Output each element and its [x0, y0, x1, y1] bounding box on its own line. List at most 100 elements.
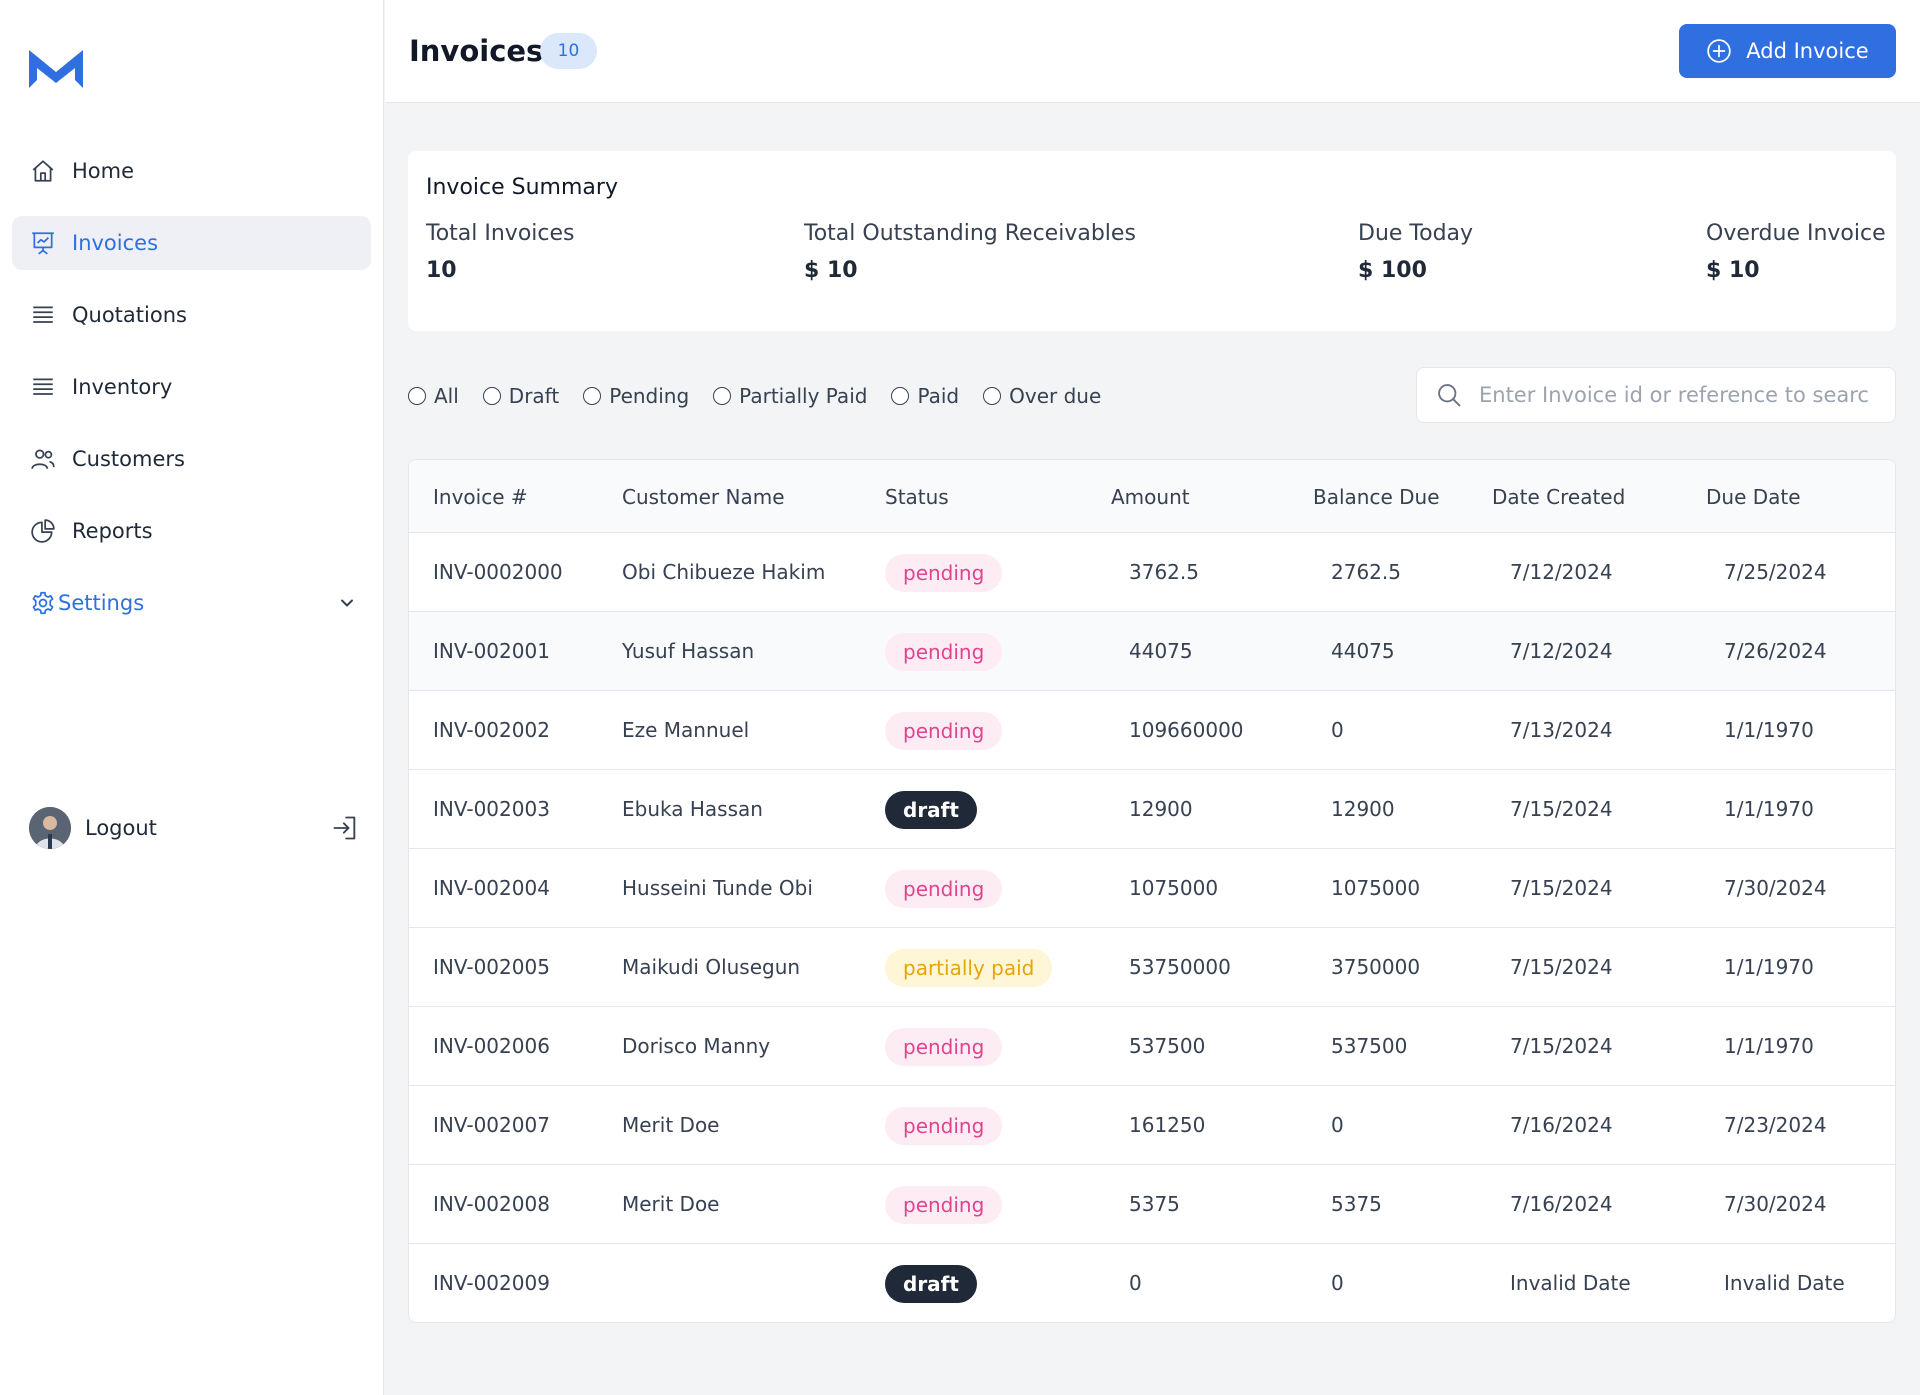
status-badge: draft [885, 791, 977, 829]
pie-chart-icon [30, 518, 56, 544]
cell-due-date: 7/25/2024 [1724, 560, 1827, 584]
sidebar-item-customers[interactable]: Customers [12, 432, 371, 486]
radio-button[interactable] [408, 387, 426, 405]
cell-balance-due: 0 [1331, 1113, 1344, 1137]
filter-partially-paid[interactable]: Partially Paid [713, 384, 867, 408]
stat-value: $ 100 [1358, 258, 1427, 283]
search-input[interactable] [1479, 383, 1869, 407]
filter-paid[interactable]: Paid [891, 384, 959, 408]
cell-customer-name: Husseini Tunde Obi [622, 876, 813, 900]
column-header-balance-due: Balance Due [1313, 485, 1440, 509]
stat-label: Overdue Invoice [1706, 221, 1886, 246]
cell-date-created: 7/15/2024 [1510, 876, 1613, 900]
table-row[interactable]: INV-002002 Eze Mannuel 109660000 0 7/13/2024… [409, 691, 1895, 770]
cell-date-created: 7/12/2024 [1510, 560, 1613, 584]
table-row[interactable]: INV-002001 Yusuf Hassan 44075 44075 7/12/202… [409, 612, 1895, 691]
radio-button[interactable] [983, 387, 1002, 405]
sidebar-item-quotations[interactable]: Quotations [12, 288, 371, 342]
column-header-invoice: Invoice # [433, 485, 528, 509]
chevron-down-icon[interactable] [337, 593, 357, 613]
add-invoice-button[interactable]: Add Invoice [1679, 24, 1896, 78]
logout-label: Logout [85, 816, 157, 840]
cell-date-created: 7/15/2024 [1510, 797, 1613, 821]
sidebar-item-label: Reports [72, 519, 153, 543]
status-badge: pending [885, 1186, 1003, 1224]
sidebar-item-label: Settings [58, 591, 145, 615]
sidebar-item-invoices[interactable]: Invoices [12, 216, 371, 270]
cell-amount: 3762.5 [1129, 560, 1199, 584]
column-header-amount: Amount [1111, 485, 1190, 509]
filter-draft[interactable]: Draft [482, 384, 560, 408]
radio-button[interactable] [482, 387, 501, 405]
cell-invoice-id: INV-002006 [433, 1034, 550, 1058]
cell-customer-name: Maikudi Olusegun [622, 955, 801, 979]
login-exit-icon[interactable] [331, 814, 359, 842]
cell-amount: 537500 [1129, 1034, 1206, 1058]
search-box [1416, 367, 1896, 423]
cell-customer-name: Eze Mannuel [622, 718, 750, 742]
summary-title: Invoice Summary [426, 175, 618, 200]
status-badge: draft [885, 1265, 977, 1303]
filter-over-due[interactable]: Over due [983, 384, 1101, 408]
cell-due-date: 7/26/2024 [1724, 639, 1827, 663]
home-icon [30, 158, 56, 184]
cell-amount: 109660000 [1129, 718, 1244, 742]
table-row[interactable]: INV-002005 Maikudi Olusegun 53750000 375000… [409, 928, 1895, 1007]
sidebar-item-label: Inventory [72, 375, 173, 399]
filter-label: All [434, 384, 459, 408]
m-logo-icon[interactable] [29, 50, 83, 90]
status-badge: pending [885, 633, 1003, 671]
cell-invoice-id: INV-002002 [433, 718, 550, 742]
cell-customer-name: Yusuf Hassan [622, 639, 755, 663]
status-badge: partially paid [885, 949, 1053, 987]
cell-amount: 53750000 [1129, 955, 1231, 979]
sidebar: Home Invoices Quotations Inventory Custo… [0, 0, 384, 1395]
sidebar-item-home[interactable]: Home [12, 144, 371, 198]
cell-invoice-id: INV-0002000 [433, 560, 563, 584]
table-row[interactable]: INV-002004 Husseini Tunde Obi 1075000 10750… [409, 849, 1895, 928]
cell-amount: 1075000 [1129, 876, 1219, 900]
cell-invoice-id: INV-002007 [433, 1113, 550, 1137]
filter-label: Draft [508, 384, 560, 408]
radio-button[interactable] [583, 387, 602, 405]
table-row[interactable]: INV-002008 Merit Doe 5375 5375 7/16/2024 7/30… [409, 1165, 1895, 1244]
column-header-date-created: Date Created [1492, 485, 1626, 509]
top-bar: Invoices 10 Add Invoice [385, 0, 1920, 103]
list-icon [30, 302, 56, 328]
cell-due-date: 1/1/1970 [1724, 1034, 1814, 1058]
radio-button[interactable] [713, 387, 732, 405]
radio-button[interactable] [891, 387, 910, 405]
users-icon [30, 446, 56, 472]
cell-due-date: 1/1/1970 [1724, 718, 1814, 742]
cell-balance-due: 3750000 [1331, 955, 1421, 979]
status-badge: pending [885, 554, 1003, 592]
stat-due-today: Due Today $ 100 [1358, 221, 1473, 283]
cell-due-date: 7/23/2024 [1724, 1113, 1827, 1137]
status-badge: pending [885, 870, 1003, 908]
table-row[interactable]: INV-002007 Merit Doe 161250 0 7/16/2024 7/23/… [409, 1086, 1895, 1165]
sidebar-item-settings[interactable]: Settings [12, 576, 371, 630]
sidebar-item-reports[interactable]: Reports [12, 504, 371, 558]
cell-amount: 12900 [1129, 797, 1193, 821]
cell-balance-due: 44075 [1331, 639, 1395, 663]
stat-value: $ 10 [1706, 258, 1760, 283]
cell-invoice-id: INV-002008 [433, 1192, 550, 1216]
cell-amount: 5375 [1129, 1192, 1180, 1216]
cell-invoice-id: INV-002003 [433, 797, 550, 821]
table-row[interactable]: INV-002003 Ebuka Hassan 12900 12900 7/15/202… [409, 770, 1895, 849]
filter-label: Partially Paid [739, 384, 868, 408]
table-row[interactable]: INV-002006 Dorisco Manny 537500 537500 7/15/… [409, 1007, 1895, 1086]
cell-balance-due: 0 [1331, 718, 1344, 742]
avatar [29, 807, 71, 849]
stat-value: $ 10 [804, 258, 858, 283]
logout-row[interactable]: Logout [29, 806, 359, 850]
cell-customer-name: Merit Doe [622, 1113, 720, 1137]
plus-circle-icon [1706, 38, 1732, 64]
sidebar-item-inventory[interactable]: Inventory [12, 360, 371, 414]
table-body: INV-0002000 Obi Chibueze Hakim 3762.5 2762.… [409, 533, 1895, 1322]
table-row[interactable]: INV-002009 0 0 Invalid Date Invalid Date draf… [409, 1244, 1895, 1322]
table-row[interactable]: INV-0002000 Obi Chibueze Hakim 3762.5 2762.… [409, 533, 1895, 612]
cell-date-created: 7/15/2024 [1510, 955, 1613, 979]
filter-all[interactable]: All [408, 384, 459, 408]
filter-pending[interactable]: Pending [583, 384, 689, 408]
